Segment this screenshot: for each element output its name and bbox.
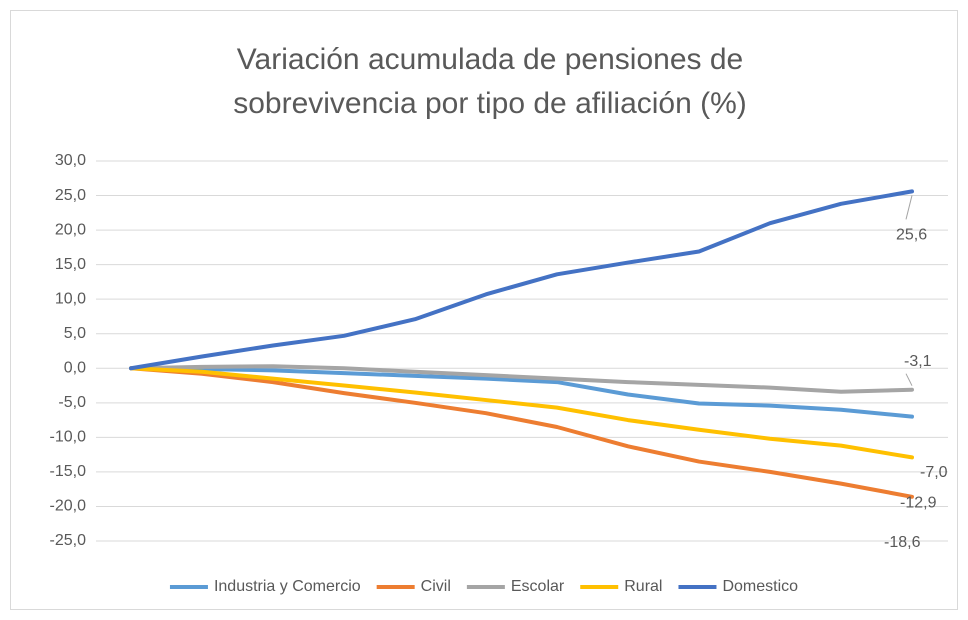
data-label: -3,1 [904, 353, 932, 370]
y-tick-label: 0,0 [64, 359, 86, 376]
y-tick-label: -10,0 [50, 429, 87, 446]
legend: Industria y Comercio Civil Escolar Rural Dom… [169, 578, 798, 595]
y-tick-label: 30,0 [55, 152, 86, 169]
data-label: -12,9 [900, 495, 937, 512]
y-tick-label: -25,0 [50, 532, 87, 549]
y-tick-label: 5,0 [64, 325, 86, 342]
y-tick-label: -15,0 [50, 463, 87, 480]
y-tick-label: 15,0 [55, 256, 86, 273]
chart-frame [10, 10, 958, 610]
y-tick-label: 25,0 [55, 187, 86, 204]
chart-title: Variación acumulada de pensiones de sobr… [233, 43, 747, 120]
legend-label: Rural [624, 578, 662, 595]
y-tick-label: 10,0 [55, 290, 86, 307]
leader-line [905, 373, 913, 386]
series-line [129, 189, 914, 371]
legend-label: Domestico [722, 578, 798, 595]
data-label: 25,6 [896, 227, 927, 244]
y-tick-label: 20,0 [55, 221, 86, 238]
series-line [129, 364, 914, 394]
leader-line [905, 195, 913, 220]
series-line [129, 366, 914, 419]
series-line [129, 366, 914, 460]
series-line [129, 366, 914, 499]
legend-label: Civil [421, 578, 451, 595]
data-label: -18,6 [884, 534, 921, 551]
y-tick-label: -20,0 [50, 498, 87, 515]
legend-label: Industria y Comercio [214, 578, 361, 595]
y-tick-label: -5,0 [58, 394, 86, 411]
legend-label: Escolar [511, 578, 565, 595]
data-label: -7,0 [920, 464, 948, 481]
